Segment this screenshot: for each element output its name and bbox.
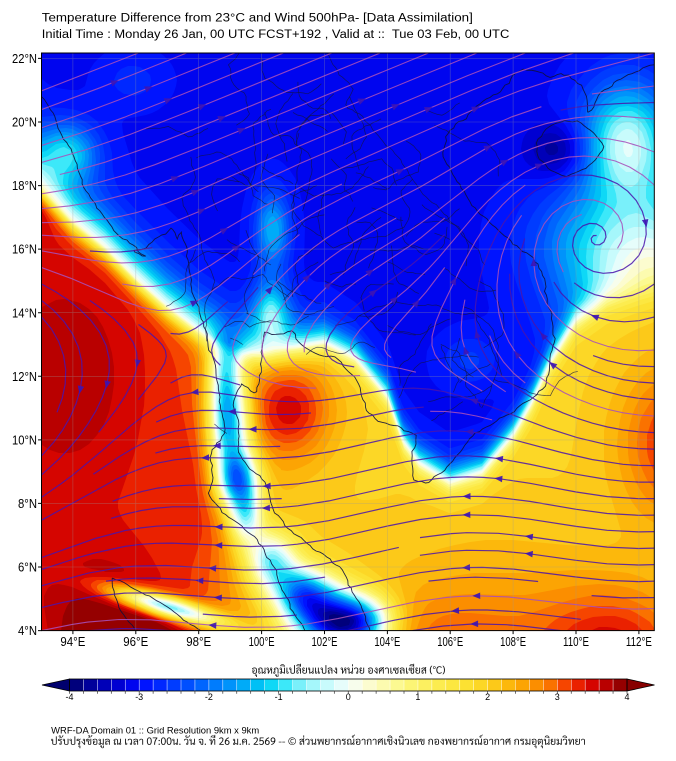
svg-text:0: 0 bbox=[346, 692, 351, 702]
svg-text:-3: -3 bbox=[135, 692, 143, 702]
svg-text:96°E: 96°E bbox=[123, 634, 148, 649]
svg-text:2: 2 bbox=[485, 692, 490, 702]
svg-text:112°E: 112°E bbox=[626, 634, 652, 649]
svg-text:4°N: 4°N bbox=[18, 623, 37, 638]
svg-text:110°E: 110°E bbox=[563, 634, 589, 649]
svg-text:1: 1 bbox=[415, 692, 420, 702]
svg-text:14°N: 14°N bbox=[12, 305, 37, 320]
svg-text:98°E: 98°E bbox=[186, 634, 211, 649]
svg-text:WRF-DA Domain 01 :: Grid Resol: WRF-DA Domain 01 :: Grid Resolution 9km … bbox=[51, 726, 259, 736]
svg-text:10°N: 10°N bbox=[12, 433, 37, 448]
svg-text:102°E: 102°E bbox=[312, 634, 338, 649]
svg-text:Initial Time : Monday 26 Jan,: Initial Time : Monday 26 Jan, 00 UTC FCS… bbox=[42, 29, 509, 41]
svg-text:-4: -4 bbox=[65, 692, 73, 702]
svg-text:4: 4 bbox=[624, 692, 629, 702]
svg-text:-2: -2 bbox=[205, 692, 213, 702]
svg-text:16°N: 16°N bbox=[12, 242, 37, 257]
svg-text:108°E: 108°E bbox=[500, 634, 526, 649]
svg-text:-1: -1 bbox=[275, 692, 283, 702]
svg-text:3: 3 bbox=[555, 692, 560, 702]
svg-text:Temperature Difference from 23: Temperature Difference from 23°C and Win… bbox=[42, 13, 473, 25]
svg-text:106°E: 106°E bbox=[437, 634, 463, 649]
svg-text:20°N: 20°N bbox=[12, 115, 37, 130]
svg-text:8°N: 8°N bbox=[18, 496, 37, 511]
svg-text:94°E: 94°E bbox=[60, 634, 85, 649]
svg-text:100°E: 100°E bbox=[249, 634, 275, 649]
svg-text:6°N: 6°N bbox=[18, 560, 37, 575]
svg-text:104°E: 104°E bbox=[374, 634, 400, 649]
svg-text:18°N: 18°N bbox=[12, 178, 37, 193]
svg-text:12°N: 12°N bbox=[12, 369, 37, 384]
svg-text:22°N: 22°N bbox=[12, 51, 37, 66]
